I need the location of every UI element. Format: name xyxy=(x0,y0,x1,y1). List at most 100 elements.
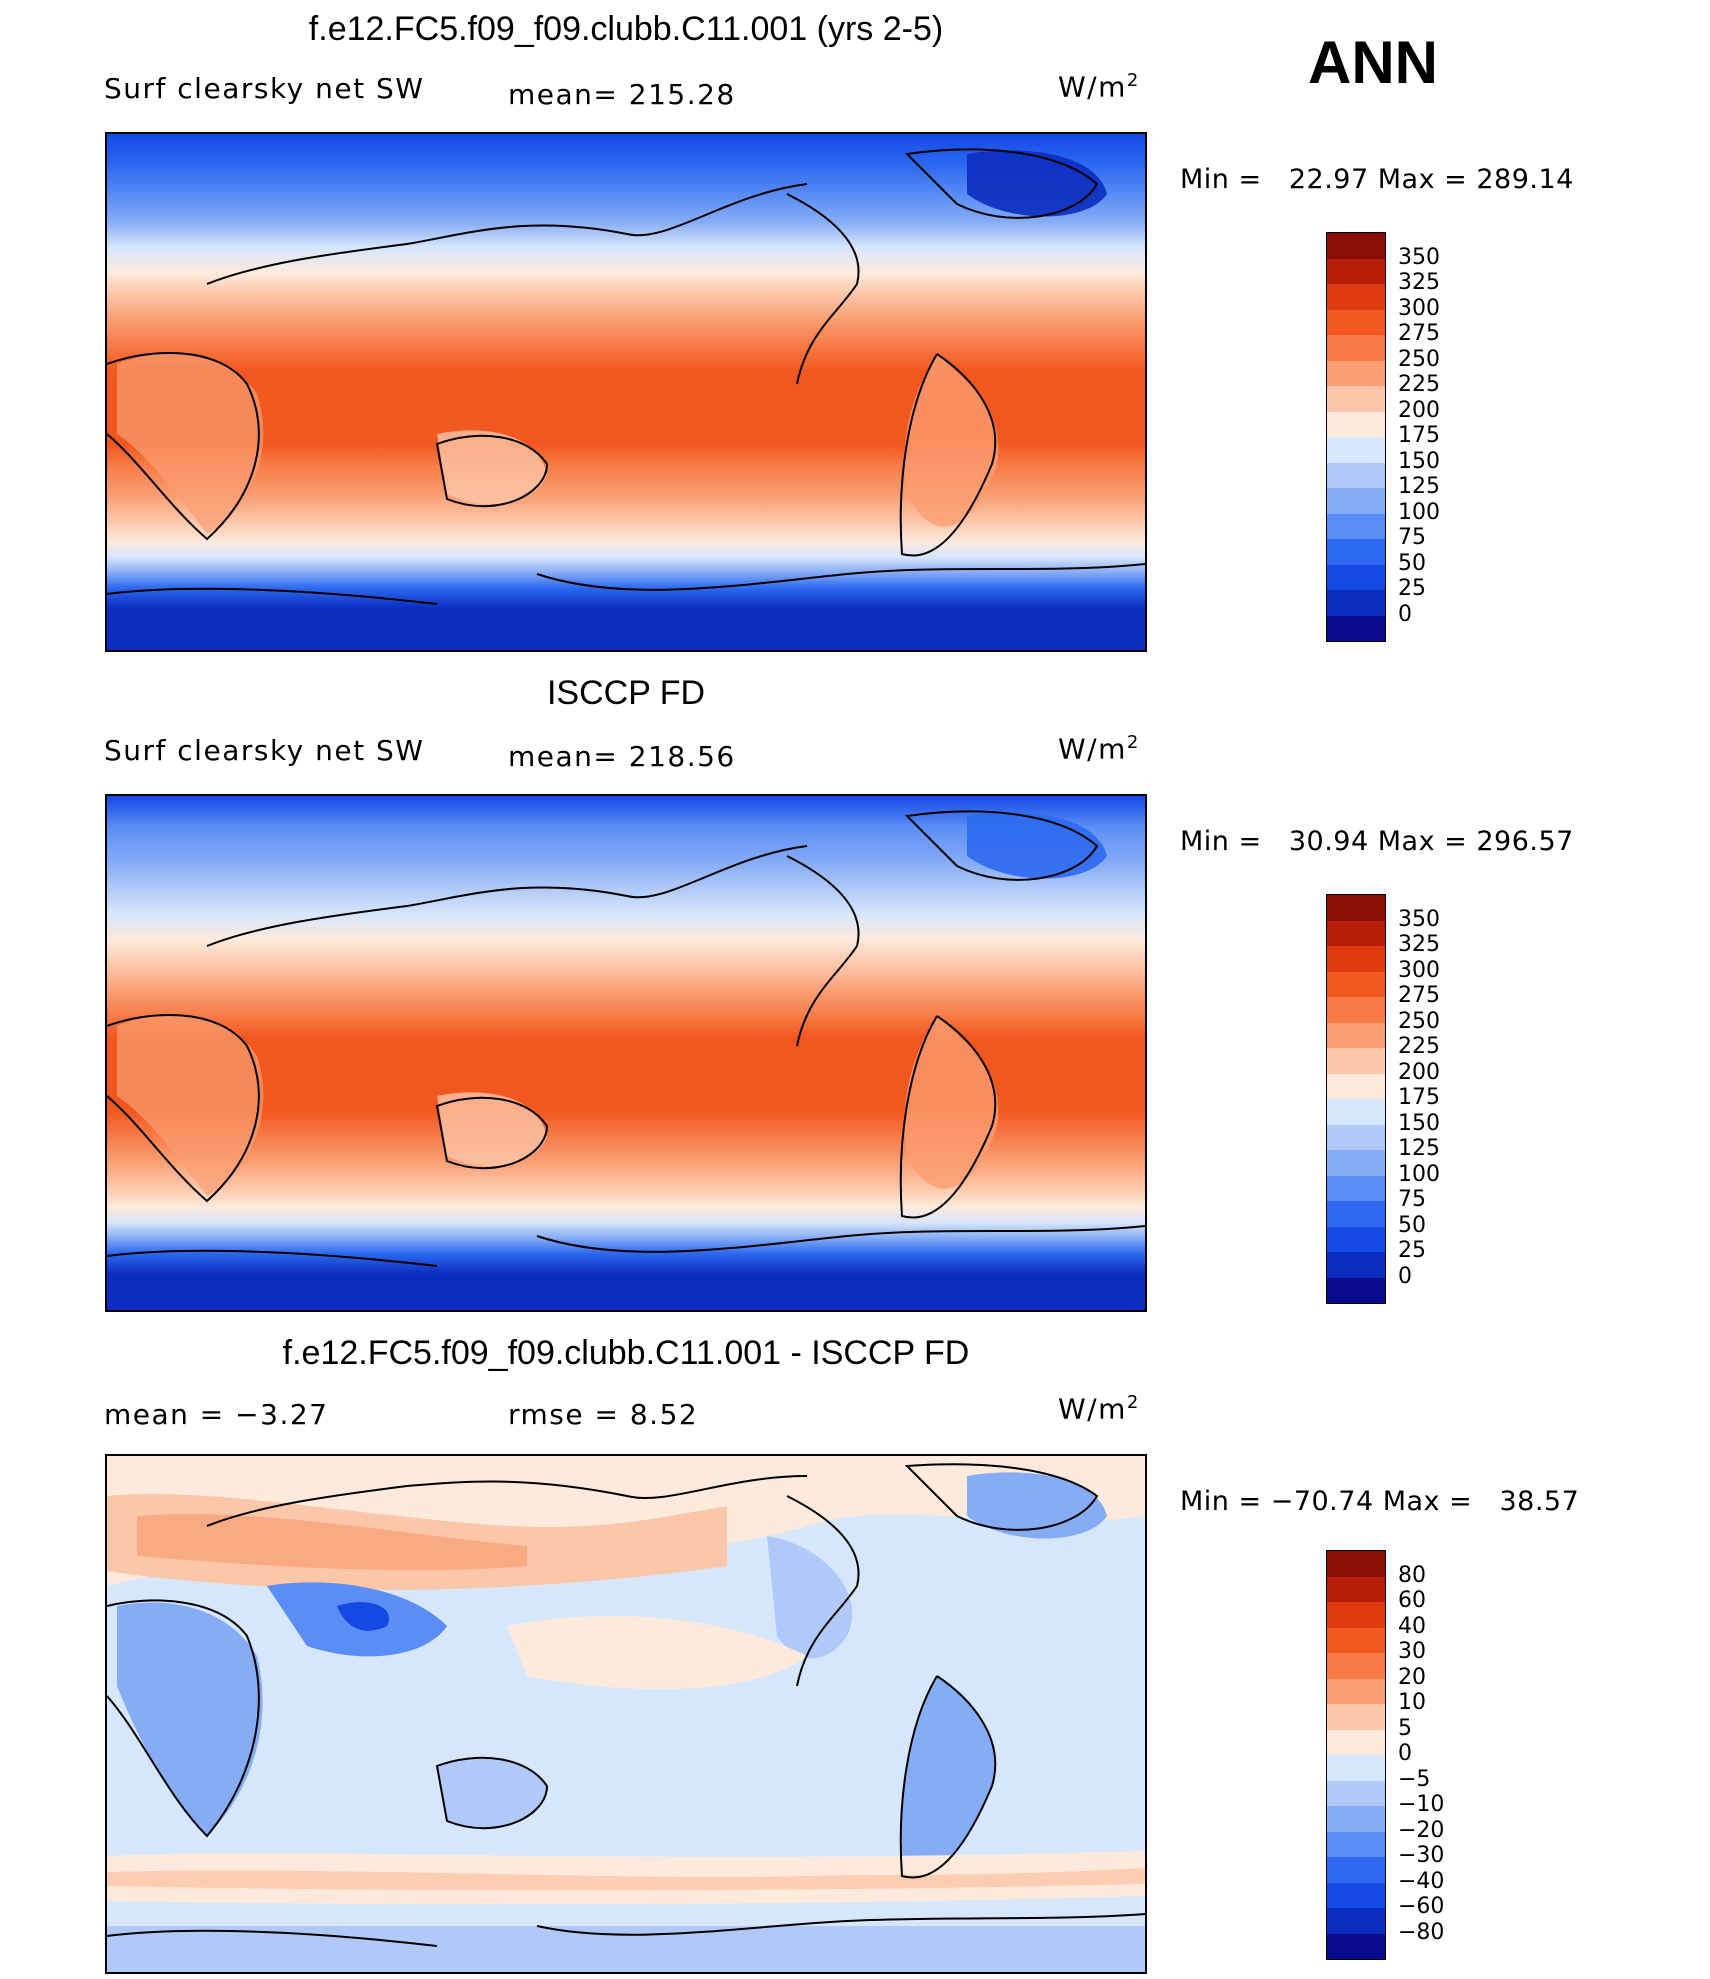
colorbar-tick-label: 25 xyxy=(1398,1238,1426,1263)
panel-2-variable-label: Surf clearsky net SW xyxy=(104,734,425,767)
colorbar-tick-label: −60 xyxy=(1398,1894,1445,1919)
panel-3-rmse-label: rmse = 8.52 xyxy=(508,1398,699,1431)
colorbar-tick-label: 325 xyxy=(1398,932,1440,957)
colorbar-tick-label: 175 xyxy=(1398,1085,1440,1110)
colorbar-tick-label: 30 xyxy=(1398,1639,1426,1664)
panel-2-units: W/m2 xyxy=(1058,732,1140,766)
colorbar-tick-label: 10 xyxy=(1398,1690,1426,1715)
colorbar-tick-label: 225 xyxy=(1398,1034,1440,1059)
colorbar-swatch xyxy=(1327,564,1385,590)
panel-1-min-max: Min = 22.97 Max = 289.14 xyxy=(1180,164,1574,195)
colorbar-tick-label: 275 xyxy=(1398,321,1440,346)
colorbar-tick-label: 150 xyxy=(1398,448,1440,474)
panel-1-title: f.e12.FC5.f09_f09.clubb.C11.001 (yrs 2-5… xyxy=(308,10,944,48)
colorbar-tick-label: 60 xyxy=(1398,1588,1426,1613)
colorbar-tick-label: 0 xyxy=(1398,601,1412,627)
colorbar-tick-label: 350 xyxy=(1398,244,1440,270)
colorbar-swatch xyxy=(1327,1908,1385,1934)
colorbar-tick-label: 100 xyxy=(1398,499,1440,525)
colorbar-tick-label: 300 xyxy=(1398,295,1440,321)
colorbar-swatch xyxy=(1327,539,1385,565)
colorbar-swatch xyxy=(1327,1602,1385,1628)
colorbar-swatch xyxy=(1327,1882,1385,1908)
colorbar-swatch xyxy=(1327,1150,1385,1176)
colorbar-swatch xyxy=(1327,1226,1385,1252)
panel-2-map xyxy=(105,794,1147,1312)
panel-2-title: ISCCP FD xyxy=(546,674,706,712)
panel-2-colorbar-labels: 350 325 300 275 250 225 200 175 150 125 100 75 50 25 0 xyxy=(1398,894,1518,1304)
colorbar-swatch xyxy=(1327,1831,1385,1857)
colorbar-swatch xyxy=(1327,488,1385,514)
colorbar-swatch xyxy=(1327,1806,1385,1832)
colorbar-swatch xyxy=(1327,1678,1385,1704)
colorbar-tick-label: 150 xyxy=(1398,1110,1440,1136)
colorbar-swatch xyxy=(1327,462,1385,488)
panel-3-colorbar xyxy=(1326,1550,1386,1960)
colorbar-tick-label: −10 xyxy=(1398,1792,1445,1817)
colorbar-swatch xyxy=(1327,946,1385,972)
colorbar-tick-label: 250 xyxy=(1398,1008,1440,1034)
colorbar-tick-label: 0 xyxy=(1398,1741,1412,1766)
colorbar-tick-label: 75 xyxy=(1398,525,1426,550)
colorbar-swatch xyxy=(1327,1175,1385,1201)
panel-3-map xyxy=(105,1454,1147,1974)
panel-3-mean-label: mean = −3.27 xyxy=(104,1398,329,1431)
colorbar-swatch xyxy=(1327,1576,1385,1602)
panel-2-map-field xyxy=(107,796,1145,1310)
panel-3-map-field xyxy=(107,1456,1145,1972)
panel-1-units: W/m2 xyxy=(1058,70,1140,104)
panel-3-min-max: Min = −70.74 Max = 38.57 xyxy=(1180,1486,1580,1517)
colorbar-tick-label: 0 xyxy=(1398,1263,1412,1289)
colorbar-tick-label: 25 xyxy=(1398,576,1426,601)
colorbar-tick-label: 5 xyxy=(1398,1715,1412,1741)
colorbar-tick-label: 325 xyxy=(1398,270,1440,295)
colorbar-tick-label: 40 xyxy=(1398,1613,1426,1639)
colorbar-swatch xyxy=(1327,360,1385,386)
colorbar-swatch xyxy=(1327,1099,1385,1125)
colorbar-swatch xyxy=(1327,1124,1385,1150)
colorbar-tick-label: 50 xyxy=(1398,550,1426,576)
colorbar-swatch xyxy=(1327,309,1385,335)
colorbar-tick-label: 175 xyxy=(1398,423,1440,448)
colorbar-swatch xyxy=(1327,1653,1385,1679)
colorbar-swatch xyxy=(1327,1201,1385,1227)
colorbar-swatch xyxy=(1327,590,1385,616)
colorbar-swatch xyxy=(1327,1627,1385,1653)
colorbar-tick-label: 200 xyxy=(1398,1059,1440,1085)
colorbar-tick-label: −20 xyxy=(1398,1817,1445,1843)
season-label: ANN xyxy=(1308,29,1438,96)
colorbar-tick-label: −80 xyxy=(1398,1919,1445,1945)
colorbar-swatch xyxy=(1327,1704,1385,1730)
colorbar-swatch xyxy=(1327,258,1385,284)
colorbar-swatch xyxy=(1327,1048,1385,1074)
panel-1-map-field xyxy=(107,134,1145,650)
colorbar-tick-label: 225 xyxy=(1398,372,1440,397)
colorbar-tick-label: 20 xyxy=(1398,1664,1426,1690)
colorbar-swatch xyxy=(1327,1252,1385,1278)
panel-1-variable-label: Surf clearsky net SW xyxy=(104,72,425,105)
colorbar-swatch xyxy=(1327,997,1385,1023)
colorbar-tick-label: −5 xyxy=(1398,1766,1431,1792)
panel-1-colorbar-labels: 350 325 300 275 250 225 200 175 150 125 100 75 50 25 0 xyxy=(1398,232,1518,642)
colorbar-swatch xyxy=(1327,1277,1385,1303)
colorbar-tick-label: 80 xyxy=(1398,1562,1426,1588)
colorbar-tick-label: 300 xyxy=(1398,957,1440,983)
colorbar-swatch xyxy=(1327,335,1385,361)
colorbar-tick-label: 275 xyxy=(1398,983,1440,1008)
colorbar-swatch xyxy=(1327,411,1385,437)
colorbar-tick-label: 200 xyxy=(1398,397,1440,423)
colorbar-swatch xyxy=(1327,895,1385,921)
colorbar-tick-label: 75 xyxy=(1398,1187,1426,1212)
colorbar-swatch xyxy=(1327,386,1385,412)
colorbar-tick-label: 50 xyxy=(1398,1212,1426,1238)
panel-1-mean-label: mean= 215.28 xyxy=(508,78,736,111)
colorbar-tick-label: 125 xyxy=(1398,1136,1440,1161)
panel-2-mean-label: mean= 218.56 xyxy=(508,740,736,773)
colorbar-tick-label: 100 xyxy=(1398,1161,1440,1187)
panel-3-colorbar-labels: 80 60 40 30 20 10 5 0 −5 −10 −20 −30 −40 −60 −80 xyxy=(1398,1550,1528,1960)
colorbar-swatch xyxy=(1327,1933,1385,1959)
colorbar-tick-label: −40 xyxy=(1398,1868,1445,1894)
panel-1-map xyxy=(105,132,1147,652)
colorbar-swatch xyxy=(1327,1551,1385,1577)
colorbar-swatch xyxy=(1327,971,1385,997)
